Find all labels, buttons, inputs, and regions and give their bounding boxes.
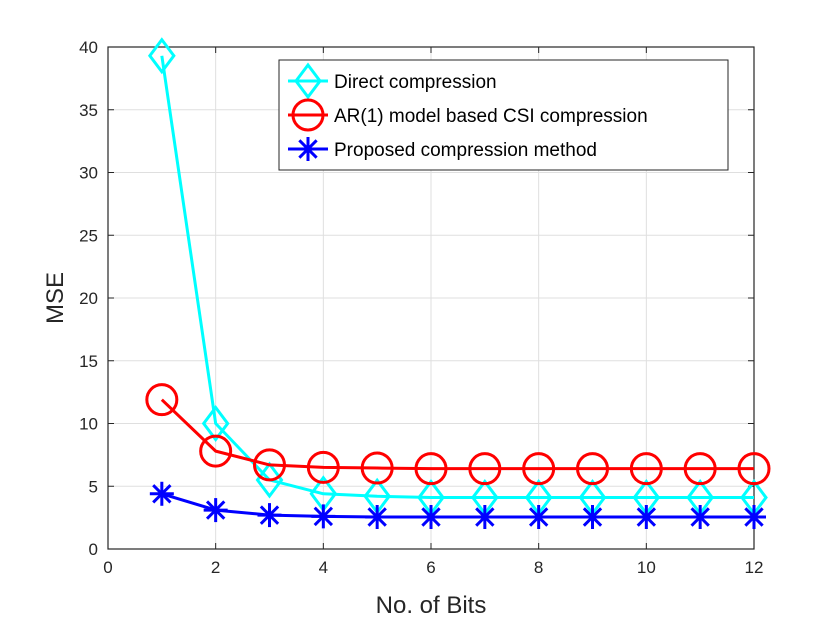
asterisk-stroke [313, 506, 334, 527]
data-point-circle [522, 452, 556, 486]
data-point-asterisk [634, 504, 659, 529]
legend-item: Proposed compression method [288, 137, 597, 161]
legend-box [278, 59, 729, 171]
series-line [160, 55, 754, 500]
data-point-circle [468, 452, 502, 486]
data-point-asterisk [311, 504, 336, 529]
data-point-asterisk [688, 504, 713, 529]
legend-item: Direct compression [288, 62, 497, 100]
asterisk-stroke [528, 507, 549, 527]
x-tick-label: 0 [103, 558, 112, 577]
asterisk-stroke [205, 500, 226, 520]
asterisk-stroke [475, 507, 495, 527]
data-point-circle [629, 452, 663, 486]
data-point-circle [576, 452, 609, 486]
asterisk-stroke [582, 507, 603, 527]
data-point-asterisk [742, 504, 766, 529]
x-axis-label: No. of Bits [376, 592, 487, 619]
legend-marker-circle [291, 98, 325, 132]
x-tick-label: 6 [426, 558, 435, 577]
x-tick-label: 2 [211, 558, 220, 577]
data-point-circle [199, 434, 233, 468]
asterisk-stroke [421, 507, 441, 527]
y-tick-label: 40 [79, 38, 98, 57]
asterisk-stroke [690, 507, 710, 527]
data-point-diamond [147, 37, 176, 75]
tick-layer: 0 2 4 6 8 10 12 0 5 10 15 20 25 30 35 40 [79, 38, 763, 577]
data-point-asterisk [149, 481, 174, 506]
data-point-asterisk [472, 504, 497, 529]
x-tick-label: 8 [534, 558, 543, 577]
legend-label: AR(1) model based CSI compression [334, 106, 648, 127]
series-circle [145, 383, 771, 486]
y-tick-label: 10 [79, 415, 98, 434]
data-point-asterisk [419, 504, 443, 529]
series-layer [145, 37, 771, 529]
x-tick-label: 10 [637, 558, 656, 577]
y-tick-label: 20 [79, 289, 98, 308]
asterisk-stroke [744, 507, 764, 527]
asterisk-stroke [298, 139, 318, 159]
asterisk-stroke [636, 507, 657, 527]
series-asterisk [149, 481, 766, 529]
legend-marker-diamond [294, 62, 322, 100]
data-point-asterisk [203, 498, 228, 523]
y-tick-label: 35 [79, 101, 98, 120]
data-point-circle [737, 452, 771, 486]
data-point-circle [360, 451, 394, 485]
asterisk-stroke [152, 484, 172, 504]
data-point-circle [145, 383, 179, 417]
legend-marker-asterisk [296, 137, 320, 161]
y-tick-label: 15 [79, 352, 98, 371]
data-point-asterisk [257, 503, 282, 528]
data-point-circle [414, 452, 448, 486]
y-tick-label: 5 [89, 477, 98, 496]
data-point-diamond [201, 405, 230, 442]
data-point-diamond [255, 461, 284, 499]
legend-item: AR(1) model based CSI compression [288, 98, 648, 132]
asterisk-stroke [259, 505, 280, 525]
x-tick-label: 4 [319, 558, 328, 577]
asterisk-stroke [367, 507, 387, 527]
legend: Direct compression AR(1) model based CSI … [278, 59, 729, 171]
y-tick-label: 25 [79, 226, 98, 245]
data-point-circle [683, 452, 717, 486]
data-point-asterisk [580, 504, 605, 529]
series-line [160, 398, 754, 471]
data-point-asterisk [365, 504, 390, 529]
y-tick-label: 30 [79, 164, 98, 183]
legend-label: Direct compression [334, 72, 497, 93]
legend-label: Proposed compression method [334, 140, 597, 161]
y-tick-label: 0 [89, 540, 98, 559]
y-axis-label: MSE [42, 272, 69, 324]
x-tick-label: 12 [745, 558, 764, 577]
data-point-asterisk [526, 504, 551, 529]
data-point-circle [253, 448, 286, 482]
data-point-circle [306, 450, 340, 484]
